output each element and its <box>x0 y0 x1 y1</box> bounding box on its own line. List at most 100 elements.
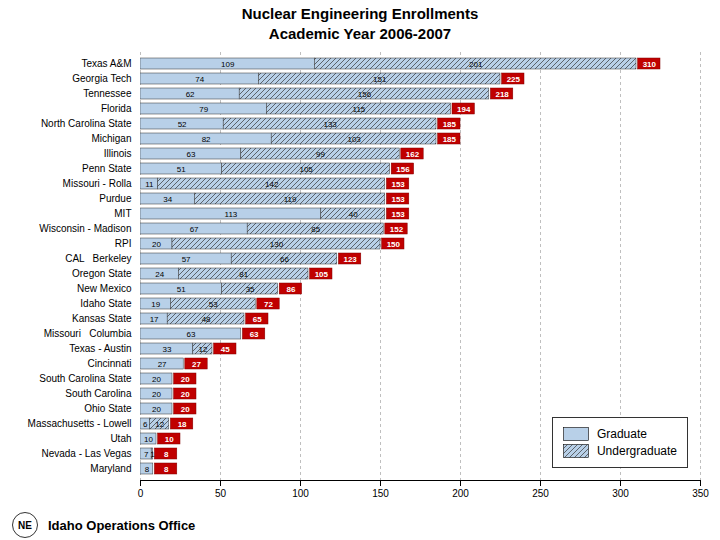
svg-text:27: 27 <box>158 360 167 369</box>
svg-text:200: 200 <box>452 488 469 499</box>
svg-text:72: 72 <box>264 300 273 309</box>
svg-text:350: 350 <box>692 488 709 499</box>
svg-text:99: 99 <box>316 150 325 159</box>
svg-text:Missouri - Rolla: Missouri - Rolla <box>63 178 132 189</box>
svg-text:162: 162 <box>406 150 420 159</box>
svg-text:20: 20 <box>181 405 190 414</box>
svg-text:Purdue: Purdue <box>99 193 132 204</box>
svg-text:115: 115 <box>353 105 366 114</box>
svg-text:Massachusetts - Lowell: Massachusetts - Lowell <box>28 418 132 429</box>
svg-text:40: 40 <box>349 210 358 219</box>
svg-text:45: 45 <box>221 345 230 354</box>
svg-text:85: 85 <box>311 225 320 234</box>
svg-text:153: 153 <box>391 180 405 189</box>
svg-text:Texas A&M: Texas A&M <box>81 58 131 69</box>
svg-text:Wisconsin - Madison: Wisconsin - Madison <box>39 223 131 234</box>
svg-text:8: 8 <box>145 465 150 474</box>
svg-text:156: 156 <box>358 90 372 99</box>
svg-text:81: 81 <box>239 270 248 279</box>
svg-text:7: 7 <box>144 450 149 459</box>
svg-text:12: 12 <box>198 345 207 354</box>
svg-text:152: 152 <box>390 225 404 234</box>
svg-text:156: 156 <box>396 165 410 174</box>
svg-text:123: 123 <box>343 255 357 264</box>
svg-text:20: 20 <box>152 390 161 399</box>
svg-text:153: 153 <box>391 195 405 204</box>
svg-text:65: 65 <box>253 315 262 324</box>
svg-text:South Carolina: South Carolina <box>65 388 132 399</box>
svg-text:67: 67 <box>190 225 199 234</box>
svg-text:218: 218 <box>495 90 509 99</box>
svg-text:225: 225 <box>507 75 521 84</box>
svg-text:RPI: RPI <box>115 238 132 249</box>
svg-text:63: 63 <box>250 330 259 339</box>
svg-text:20: 20 <box>152 405 161 414</box>
svg-text:133: 133 <box>323 120 337 129</box>
svg-text:105: 105 <box>299 165 313 174</box>
svg-text:250: 250 <box>532 488 549 499</box>
svg-text:20: 20 <box>181 375 190 384</box>
svg-text:10: 10 <box>165 435 174 444</box>
svg-text:18: 18 <box>178 420 187 429</box>
svg-text:Penn State: Penn State <box>82 163 132 174</box>
svg-text:27: 27 <box>192 360 201 369</box>
svg-text:12: 12 <box>155 420 164 429</box>
svg-text:66: 66 <box>280 255 289 264</box>
svg-text:11: 11 <box>145 180 154 189</box>
svg-text:48: 48 <box>202 315 211 324</box>
svg-text:300: 300 <box>612 488 629 499</box>
svg-text:57: 57 <box>182 255 191 264</box>
svg-text:63: 63 <box>186 150 195 159</box>
svg-text:35: 35 <box>246 285 255 294</box>
svg-text:142: 142 <box>265 180 279 189</box>
svg-text:79: 79 <box>199 105 208 114</box>
svg-text:130: 130 <box>270 240 284 249</box>
svg-text:310: 310 <box>643 60 657 69</box>
svg-text:10: 10 <box>144 435 153 444</box>
svg-text:MIT: MIT <box>114 208 131 219</box>
svg-text:82: 82 <box>202 135 211 144</box>
svg-text:Cincinnati: Cincinnati <box>88 358 132 369</box>
svg-text:1: 1 <box>150 450 155 459</box>
svg-text:Oregon State: Oregon State <box>72 268 132 279</box>
svg-text:119: 119 <box>284 195 297 204</box>
svg-text:34: 34 <box>163 195 172 204</box>
svg-text:113: 113 <box>225 210 238 219</box>
svg-text:194: 194 <box>457 105 471 114</box>
svg-text:150: 150 <box>387 240 401 249</box>
svg-text:105: 105 <box>315 270 329 279</box>
svg-text:Illinois: Illinois <box>104 148 132 159</box>
svg-text:151: 151 <box>373 75 387 84</box>
svg-text:62: 62 <box>186 90 195 99</box>
svg-text:109: 109 <box>221 60 235 69</box>
svg-text:6: 6 <box>143 420 148 429</box>
svg-text:19: 19 <box>151 300 160 309</box>
svg-text:Michigan: Michigan <box>91 133 131 144</box>
svg-text:185: 185 <box>443 135 457 144</box>
svg-text:0: 0 <box>138 488 144 499</box>
svg-text:17: 17 <box>150 315 159 324</box>
svg-text:50: 50 <box>215 488 227 499</box>
svg-text:185: 185 <box>443 120 457 129</box>
svg-text:52: 52 <box>178 120 187 129</box>
svg-text:Nevada - Las Vegas: Nevada - Las Vegas <box>41 448 131 459</box>
svg-text:CAL Berkeley: CAL Berkeley <box>65 253 131 264</box>
svg-text:8: 8 <box>164 450 169 459</box>
svg-text:33: 33 <box>162 345 171 354</box>
svg-text:Georgia Tech: Georgia Tech <box>72 73 131 84</box>
svg-text:Ohio State: Ohio State <box>84 403 132 414</box>
svg-text:Tennessee: Tennessee <box>83 88 132 99</box>
svg-text:24: 24 <box>155 270 164 279</box>
svg-text:8: 8 <box>164 465 169 474</box>
svg-text:Texas - Austin: Texas - Austin <box>69 343 131 354</box>
svg-text:South Carolina State: South Carolina State <box>39 373 132 384</box>
svg-text:Idaho State: Idaho State <box>80 298 132 309</box>
svg-text:Florida: Florida <box>101 103 132 114</box>
svg-text:86: 86 <box>286 285 295 294</box>
svg-text:53: 53 <box>209 300 218 309</box>
svg-text:51: 51 <box>177 165 186 174</box>
svg-text:153: 153 <box>391 210 405 219</box>
svg-text:20: 20 <box>152 375 161 384</box>
svg-text:North Carolina State: North Carolina State <box>41 118 132 129</box>
svg-text:Maryland: Maryland <box>90 463 131 474</box>
